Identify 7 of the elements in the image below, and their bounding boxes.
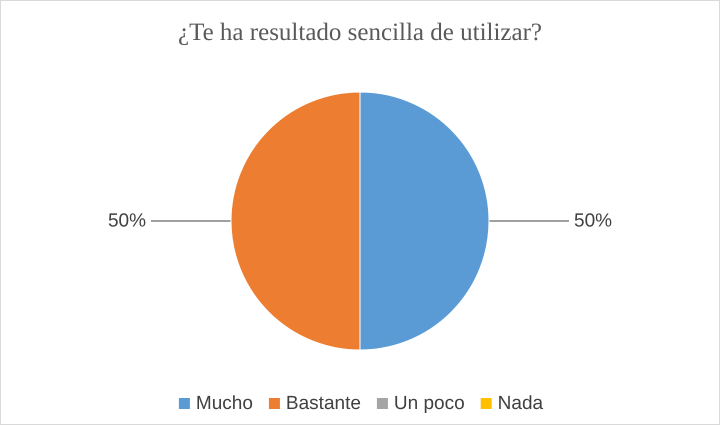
data-label: 50%: [108, 210, 146, 232]
legend-label: Un poco: [394, 393, 465, 414]
chart-title: ¿Te ha resultado sencilla de utilizar?: [178, 19, 542, 46]
data-label: 50%: [574, 210, 612, 232]
legend-label: Nada: [498, 393, 544, 414]
legend-label: Mucho: [196, 393, 253, 414]
legend-label: Bastante: [286, 393, 361, 414]
